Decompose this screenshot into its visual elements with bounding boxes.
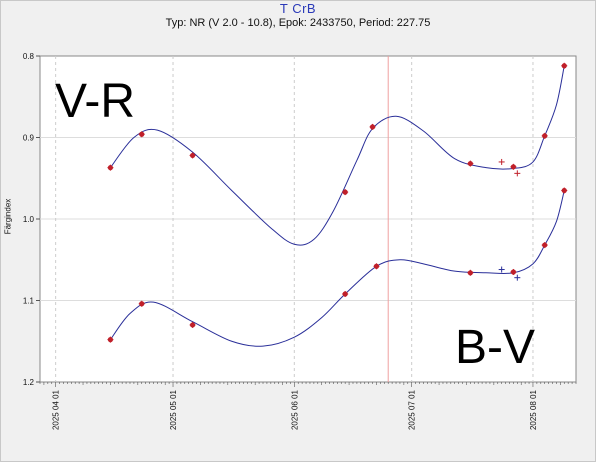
chart-title: T CrB [279,1,317,16]
data-point-bv [467,269,474,276]
data-point-vr [369,123,376,130]
data-point-bv [561,187,568,194]
x-tick-label: 2025 08 01 [529,389,538,430]
data-point-vr [510,163,517,170]
data-point-vr [342,189,349,196]
axis-layer: 0.8 0.9 1.0 1.1 1.2 2025 04 01 2025 05 01 2025 … [23,52,577,430]
data-point-vr [561,62,568,69]
annotation-v-r: V-R [55,75,135,128]
point-layer [107,62,568,343]
fit-curve-vr [110,65,565,246]
annotation-b-v: B-V [455,321,535,374]
data-point-bv [342,290,349,297]
chart-subtitle: Typ: NR (V 2.0 - 10.8), Epok: 2433750, P… [165,17,431,29]
outlier-point-bv [514,274,521,281]
data-point-vr [541,132,548,139]
y-tick-label: 0.8 [23,52,35,61]
outlier-point-vr [498,158,505,165]
data-point-vr [138,131,145,138]
y-tick-label: 1.1 [23,297,35,306]
x-tick-label: 2025 06 01 [290,389,299,430]
x-tick-label: 2025 07 01 [408,389,417,430]
outlier-point-bv [498,266,505,273]
data-point-vr [107,164,114,171]
data-point-vr [189,152,196,159]
data-point-bv [189,321,196,328]
y-tick-label: 0.9 [23,134,35,143]
outlier-point-vr [514,170,521,177]
y-tick-label: 1.0 [23,215,35,224]
y-tick-label: 1.2 [23,378,35,387]
x-tick-label: 2025 04 01 [52,389,61,430]
grid-layer [40,56,576,382]
data-point-bv [138,300,145,307]
data-point-bv [541,242,548,249]
data-point-bv [107,336,114,343]
data-point-bv [373,263,380,270]
data-point-vr [467,160,474,167]
data-point-bv [510,268,517,275]
x-tick-label: 2025 05 01 [169,389,178,430]
